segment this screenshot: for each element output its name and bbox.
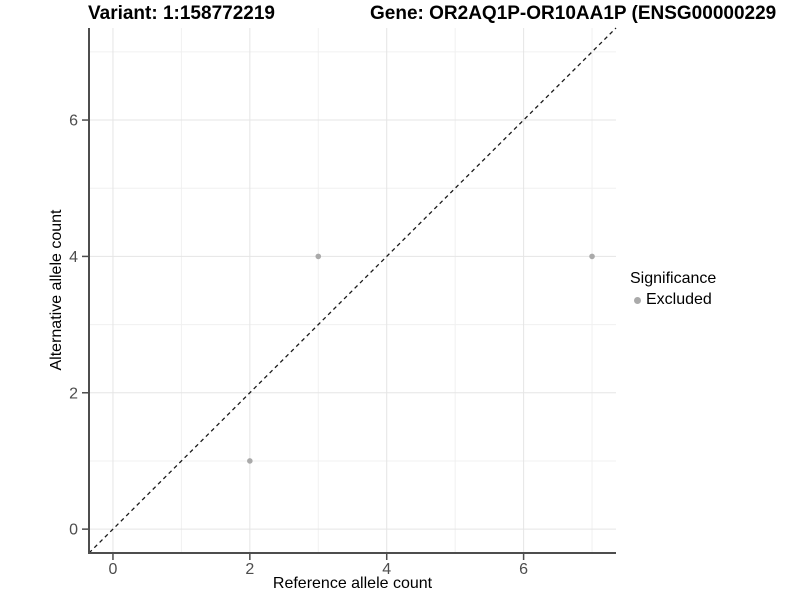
y-tick-label: 0 (69, 522, 78, 539)
legend-key-dot-icon (634, 296, 641, 304)
x-axis-title: Reference allele count (272, 575, 433, 592)
x-tick-label: 4 (382, 561, 391, 578)
data-point (589, 253, 595, 260)
identity-reference-line (88, 27, 617, 554)
y-tick-label: 6 (69, 113, 78, 130)
legend-entry-excluded: Excluded (630, 291, 716, 309)
legend-entry-label: Excluded (646, 291, 712, 308)
x-tick-label: 6 (519, 561, 528, 578)
gene-title: Gene: OR2AQ1P-OR10AA1P (ENSG00000229 (370, 3, 777, 24)
x-tick-label: 2 (245, 561, 254, 578)
y-axis-title: Alternative allele count (48, 209, 65, 371)
y-tick-label: 4 (69, 249, 78, 266)
variant-title: Variant: 1:158772219 (88, 3, 275, 24)
legend-title: Significance (630, 270, 717, 287)
x-tick-label: 0 (109, 561, 118, 578)
data-point (247, 458, 253, 464)
data-point (315, 253, 322, 260)
legend: Significance Excluded (630, 270, 716, 309)
y-tick-label: 2 (69, 385, 78, 402)
